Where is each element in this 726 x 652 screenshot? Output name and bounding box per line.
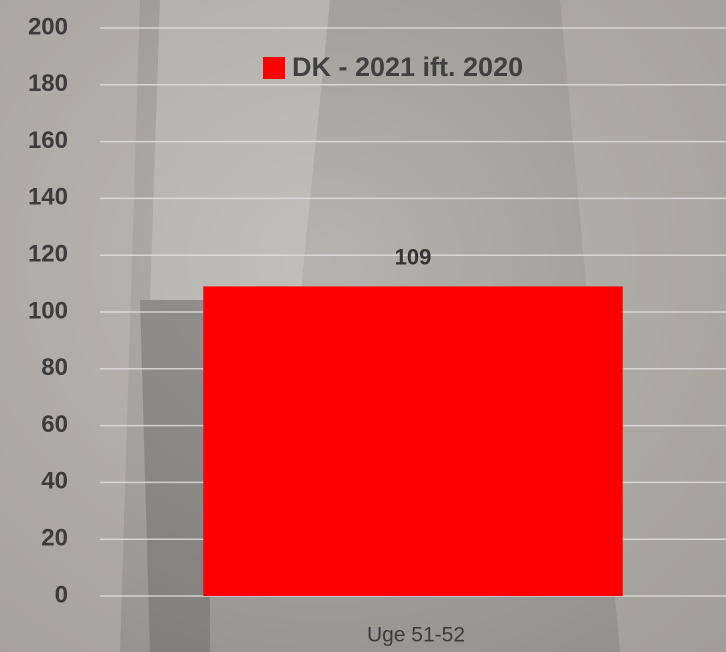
legend-swatch bbox=[263, 57, 285, 79]
y-tick-label: 140 bbox=[28, 184, 68, 211]
x-tick-label: Uge 51-52 bbox=[367, 624, 465, 647]
legend-label: DK - 2021 ift. 2020 bbox=[292, 52, 523, 82]
y-tick-label: 160 bbox=[28, 127, 68, 154]
y-tick-label: 80 bbox=[41, 354, 68, 381]
photo-shade bbox=[140, 300, 210, 652]
y-tick-label: 120 bbox=[28, 241, 68, 268]
bar bbox=[203, 286, 623, 596]
y-tick-label: 40 bbox=[41, 468, 68, 495]
data-label: 109 bbox=[395, 244, 432, 269]
plot: 0 20 40 60 80 100 120 140 160 180 200 Uge 51-52 109 D… bbox=[28, 13, 726, 647]
y-tick-label: 60 bbox=[41, 411, 68, 438]
y-tick-label: 200 bbox=[28, 13, 68, 40]
y-tick-label: 0 bbox=[55, 581, 68, 608]
photo-shade bbox=[560, 0, 726, 652]
y-tick-label: 180 bbox=[28, 70, 68, 97]
y-tick-label: 100 bbox=[28, 297, 68, 324]
y-tick-label: 20 bbox=[41, 525, 68, 552]
photo-shade bbox=[0, 0, 140, 652]
